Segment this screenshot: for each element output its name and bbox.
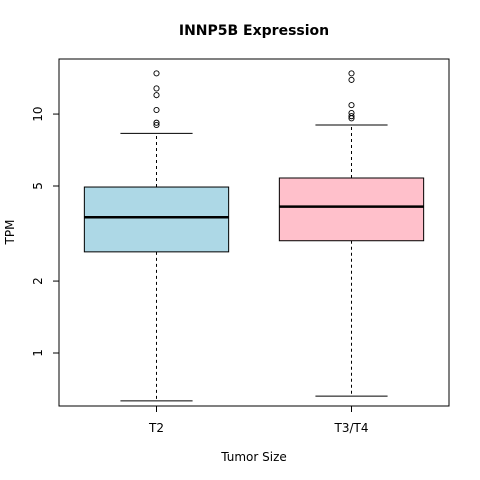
x-axis: T2 T3/T4 bbox=[148, 406, 368, 435]
iqr-box bbox=[278, 177, 425, 242]
outlier-point bbox=[153, 106, 160, 114]
outlier-point bbox=[153, 85, 160, 92]
y-tick-label: 1 bbox=[31, 349, 45, 357]
x-tick-label: T2 bbox=[148, 421, 164, 435]
outlier-point bbox=[153, 119, 160, 126]
y-tick-label: 2 bbox=[31, 277, 45, 285]
chart-title: INNP5B Expression bbox=[179, 23, 329, 39]
boxes bbox=[83, 70, 425, 402]
iqr-box bbox=[83, 186, 230, 253]
y-axis: 1 2 5 10 bbox=[31, 106, 59, 357]
y-tick-label: 10 bbox=[31, 106, 45, 121]
outlier-point bbox=[348, 76, 355, 83]
outlier-point bbox=[348, 109, 355, 117]
outlier-point bbox=[348, 70, 355, 77]
outlier-point bbox=[153, 70, 160, 77]
outlier-point bbox=[153, 92, 160, 99]
box-group bbox=[278, 70, 425, 397]
box-group bbox=[83, 70, 230, 402]
y-tick-label: 5 bbox=[31, 182, 45, 190]
x-axis-label: Tumor Size bbox=[220, 450, 287, 464]
outlier-point bbox=[348, 102, 355, 109]
plot-frame bbox=[58, 58, 450, 407]
x-tick-label: T3/T4 bbox=[334, 421, 369, 435]
outlier-point bbox=[153, 121, 160, 129]
outlier-point bbox=[348, 113, 355, 120]
y-axis-label: TPM bbox=[3, 220, 17, 246]
